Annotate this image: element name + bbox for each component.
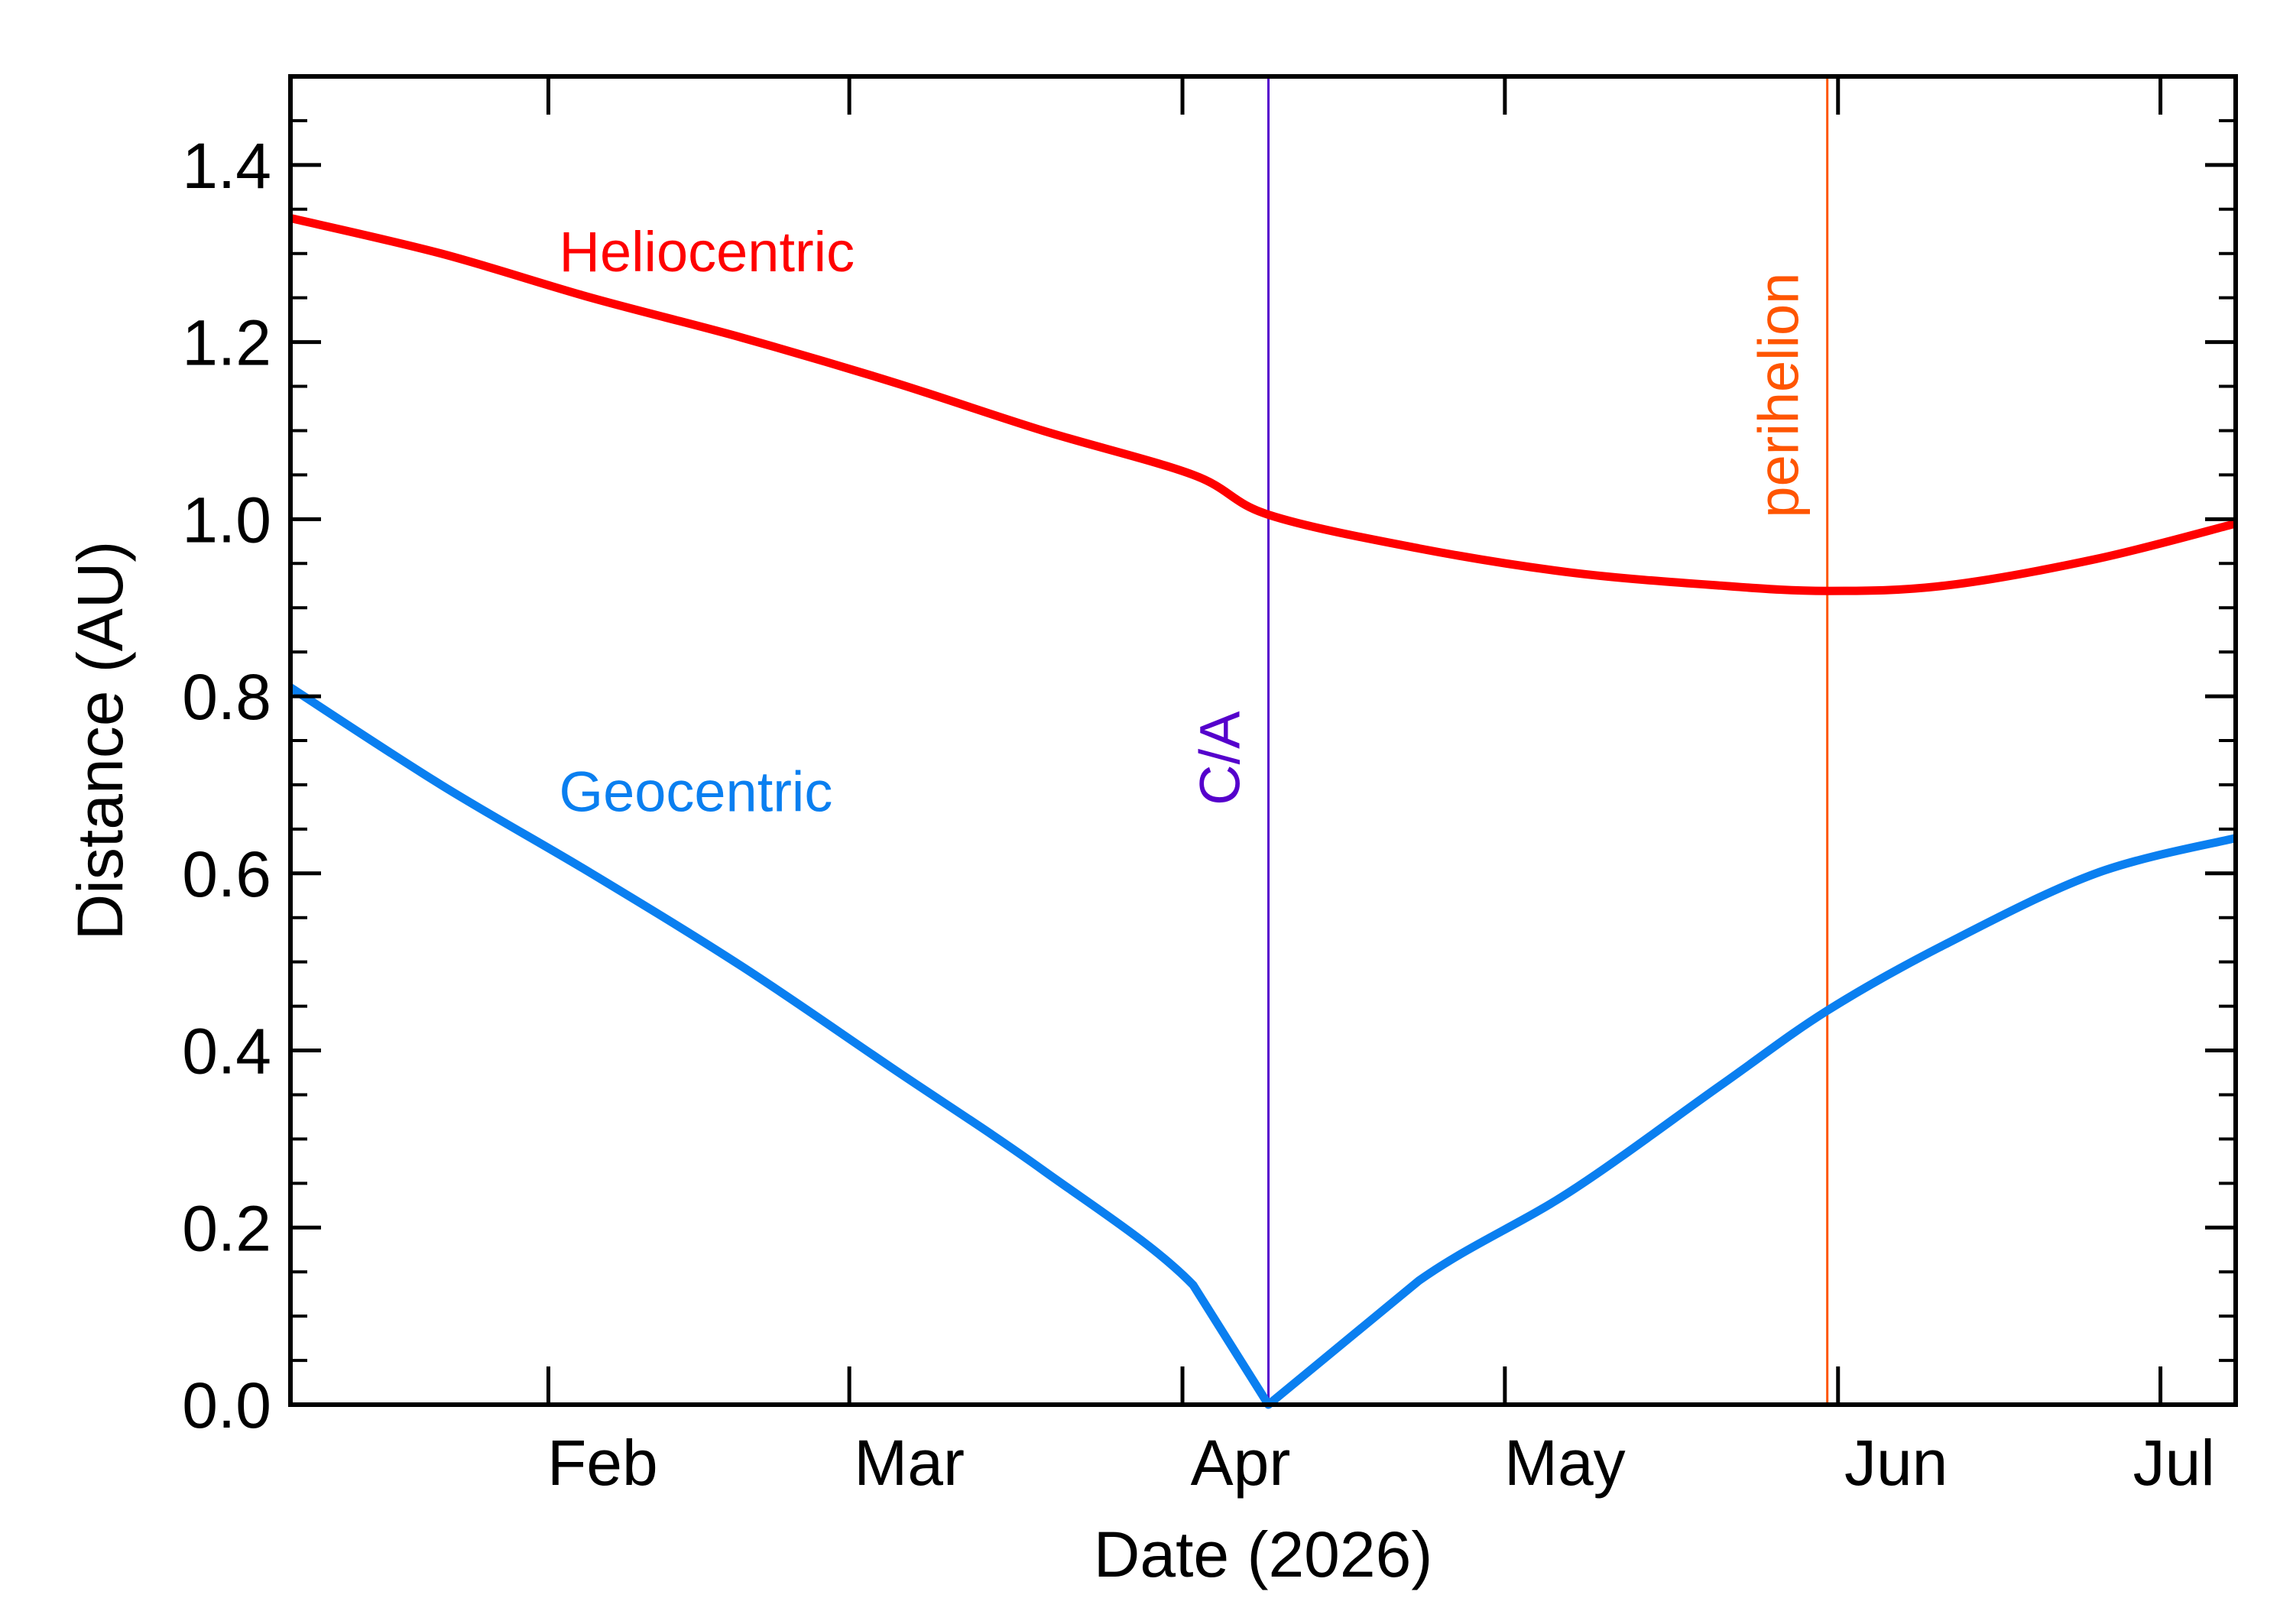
x-tick-label: Jun: [1844, 1427, 1948, 1499]
x-tick-label: Feb: [547, 1427, 658, 1499]
y-tick-label: 0.8: [182, 661, 271, 733]
y-tick-label: 0.4: [182, 1016, 271, 1088]
x-tick-label: Mar: [854, 1427, 965, 1499]
x-axis-title: Date (2026): [1094, 1519, 1433, 1590]
marker-label: C/A: [1189, 711, 1252, 806]
plot-area: C/A perihelion Heliocentric Geocentric: [288, 76, 2237, 1409]
y-tick-label: 1.4: [182, 130, 271, 202]
y-axis-title: Distance (AU): [64, 541, 136, 941]
series-label-geocentric: Geocentric: [559, 760, 833, 824]
series-line-geocentric: [288, 683, 2237, 1409]
x-tick-label: Jul: [2133, 1427, 2215, 1499]
series-label-heliocentric: Heliocentric: [559, 220, 855, 284]
axes: 0.0 0.2 0.4 0.6 0.8 1.0 1.2 1.4 Feb Mar Apr May Jun J…: [182, 76, 2236, 1499]
series-line-heliocentric: [289, 214, 2237, 595]
y-tick-label: 0.6: [182, 838, 271, 910]
x-tick-label: Apr: [1191, 1427, 1291, 1499]
x-tick-label: May: [1504, 1427, 1626, 1499]
y-tick-label: 1.2: [182, 307, 271, 379]
marker-label: perihelion: [1747, 273, 1811, 518]
y-tick-label: 1.0: [182, 484, 271, 556]
y-tick-label: 0.0: [182, 1370, 271, 1441]
y-tick-label: 0.2: [182, 1192, 271, 1264]
